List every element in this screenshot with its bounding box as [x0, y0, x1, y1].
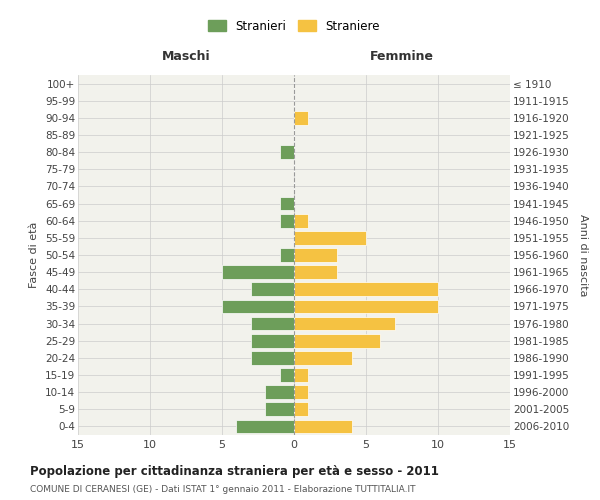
Y-axis label: Anni di nascita: Anni di nascita	[578, 214, 588, 296]
Bar	[294, 214, 308, 228]
Text: Maschi: Maschi	[161, 50, 211, 62]
Bar	[251, 316, 294, 330]
Bar	[222, 300, 294, 314]
Bar	[280, 214, 294, 228]
Y-axis label: Fasce di età: Fasce di età	[29, 222, 40, 288]
Bar	[294, 420, 352, 434]
Bar	[280, 368, 294, 382]
Bar	[265, 386, 294, 399]
Legend: Stranieri, Straniere: Stranieri, Straniere	[205, 16, 383, 36]
Bar	[294, 231, 366, 244]
Bar	[251, 282, 294, 296]
Text: Femmine: Femmine	[370, 50, 434, 62]
Bar	[251, 351, 294, 364]
Bar	[294, 334, 380, 347]
Bar	[294, 111, 308, 124]
Bar	[294, 402, 308, 416]
Bar	[294, 300, 438, 314]
Bar	[222, 266, 294, 279]
Text: Popolazione per cittadinanza straniera per età e sesso - 2011: Popolazione per cittadinanza straniera p…	[30, 465, 439, 478]
Bar	[280, 196, 294, 210]
Bar	[294, 386, 308, 399]
Bar	[294, 248, 337, 262]
Bar	[294, 351, 352, 364]
Bar	[251, 334, 294, 347]
Bar	[280, 146, 294, 159]
Bar	[294, 266, 337, 279]
Bar	[236, 420, 294, 434]
Text: COMUNE DI CERANESI (GE) - Dati ISTAT 1° gennaio 2011 - Elaborazione TUTTITALIA.I: COMUNE DI CERANESI (GE) - Dati ISTAT 1° …	[30, 485, 415, 494]
Bar	[280, 248, 294, 262]
Bar	[294, 282, 438, 296]
Bar	[294, 316, 395, 330]
Bar	[265, 402, 294, 416]
Bar	[294, 368, 308, 382]
